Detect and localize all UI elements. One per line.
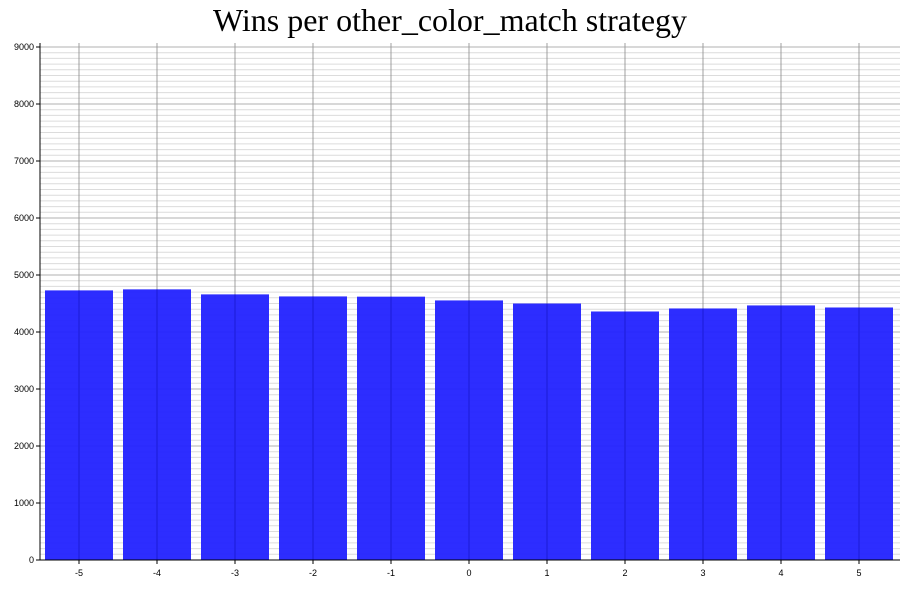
y-tick-label: 6000 [14, 213, 34, 223]
x-tick-label: 4 [778, 568, 783, 578]
x-tick-label: -4 [153, 568, 161, 578]
y-tick-label: 3000 [14, 384, 34, 394]
y-tick-label: 0 [29, 555, 34, 565]
y-tick-label: 5000 [14, 270, 34, 280]
x-tick-label: 0 [466, 568, 471, 578]
x-tick-label: 5 [856, 568, 861, 578]
y-tick-label: 8000 [14, 99, 34, 109]
y-tick-label: 2000 [14, 441, 34, 451]
y-tick-label: 1000 [14, 498, 34, 508]
y-tick-label: 9000 [14, 42, 34, 52]
x-tick-label: -5 [75, 568, 83, 578]
y-tick-label: 7000 [14, 156, 34, 166]
x-tick-label: 1 [544, 568, 549, 578]
x-tick-label: -1 [387, 568, 395, 578]
x-tick-label: 3 [700, 568, 705, 578]
x-tick-label: -3 [231, 568, 239, 578]
x-tick-label: -2 [309, 568, 317, 578]
x-tick-label: 2 [622, 568, 627, 578]
chart-title: Wins per other_color_match strategy [212, 2, 688, 38]
y-tick-label: 4000 [14, 327, 34, 337]
